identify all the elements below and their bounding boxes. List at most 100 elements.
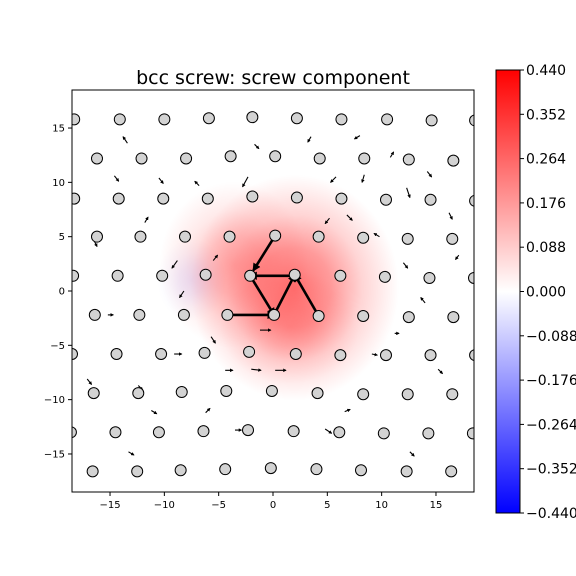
atom-point bbox=[424, 349, 437, 362]
atom-point bbox=[152, 426, 165, 439]
atom-point bbox=[335, 113, 348, 126]
displacement-arrow bbox=[361, 174, 365, 184]
colorbar-tick-label: −0.264 bbox=[526, 417, 576, 433]
colorbar-tick-label: 0.264 bbox=[526, 152, 566, 168]
displacement-arrow bbox=[307, 136, 312, 143]
atom-point bbox=[219, 463, 232, 476]
atom-point bbox=[268, 308, 281, 321]
y-axis: −15 −10 −5 0 5 10 15 bbox=[44, 124, 72, 460]
atom-point bbox=[269, 150, 282, 163]
atom-point bbox=[447, 154, 460, 167]
displacement-arrow bbox=[373, 232, 380, 238]
displacement-arrow bbox=[212, 254, 219, 261]
displacement-arrow bbox=[86, 378, 92, 385]
atom-point bbox=[424, 193, 437, 206]
atom-point bbox=[134, 230, 147, 243]
displacement-arrow bbox=[254, 143, 260, 150]
displacement-arrow bbox=[344, 408, 351, 413]
displacement-arrow bbox=[205, 407, 211, 414]
atom-point bbox=[445, 465, 458, 478]
displacement-arrow bbox=[324, 217, 330, 225]
atom-point bbox=[469, 194, 474, 207]
atom-point bbox=[135, 152, 148, 165]
atom-point bbox=[357, 309, 370, 322]
displacement-arrow bbox=[448, 212, 453, 220]
displacement-arrow bbox=[353, 135, 361, 140]
atom-point bbox=[468, 271, 474, 284]
atom-point bbox=[242, 424, 255, 437]
y-tick-label: −10 bbox=[44, 395, 65, 406]
y-tick-label: −15 bbox=[44, 449, 65, 460]
x-tick-label: 0 bbox=[270, 500, 276, 511]
displacement-arrow bbox=[171, 260, 178, 269]
atom-point bbox=[131, 465, 144, 478]
atom-point bbox=[265, 384, 278, 397]
atom-point bbox=[447, 311, 460, 324]
displacement-arrow bbox=[144, 216, 149, 223]
atom-point bbox=[72, 113, 81, 126]
atom-point bbox=[357, 388, 370, 401]
atom-point bbox=[132, 387, 145, 400]
x-tick-label: 5 bbox=[324, 500, 330, 511]
atom-point bbox=[246, 111, 259, 124]
displacement-arrow bbox=[293, 273, 320, 317]
colorbar: 0.440 0.352 0.264 0.176 0.088 0.000 −0.088 −0.1… bbox=[495, 63, 576, 522]
displacement-arrow bbox=[128, 451, 135, 456]
displacement-arrow bbox=[158, 177, 164, 184]
displacement-arrow bbox=[179, 290, 185, 299]
atom-point bbox=[289, 348, 302, 361]
atom-point bbox=[90, 230, 103, 243]
atom-point bbox=[335, 192, 348, 205]
atom-point bbox=[290, 191, 303, 204]
displacement-arrow bbox=[151, 410, 158, 415]
x-tick-label: 10 bbox=[375, 500, 388, 511]
colorbar-tick-label: −0.088 bbox=[526, 329, 576, 345]
atom-point bbox=[178, 230, 191, 243]
atom-point bbox=[377, 427, 390, 440]
atom-point bbox=[334, 349, 347, 362]
colorbar-tick-label: 0.000 bbox=[526, 285, 566, 301]
displacement-arrow bbox=[346, 214, 353, 221]
displacement-arrow bbox=[437, 368, 443, 375]
field-blob bbox=[219, 269, 359, 385]
displacement-arrow bbox=[409, 451, 415, 457]
atom-point bbox=[423, 271, 436, 284]
atom-point bbox=[244, 269, 257, 282]
displacement-arrow bbox=[389, 151, 395, 158]
displacement-arrow bbox=[455, 254, 460, 261]
atom-point bbox=[422, 427, 435, 440]
atom-point bbox=[111, 269, 124, 282]
y-tick-label: 10 bbox=[52, 178, 65, 189]
displacement-arrow bbox=[371, 352, 378, 357]
colorbar-tick-label: −0.352 bbox=[526, 462, 576, 478]
colorbar-tick-label: 0.352 bbox=[526, 107, 566, 123]
atom-point bbox=[133, 308, 146, 321]
atom-point bbox=[113, 113, 126, 126]
colorbar-tick-label: −0.440 bbox=[526, 506, 576, 522]
chart-title: bcc screw: screw component bbox=[136, 67, 410, 89]
atom-point bbox=[87, 387, 100, 400]
atom-point bbox=[288, 268, 301, 281]
colorbar-gradient bbox=[496, 70, 520, 513]
displacement-arrow bbox=[113, 175, 120, 182]
atom-point bbox=[312, 309, 325, 322]
displacement-arrow bbox=[272, 273, 296, 316]
atom-point bbox=[158, 113, 171, 126]
atom-point bbox=[202, 112, 215, 125]
displacement-arrow bbox=[251, 368, 262, 372]
atom-point bbox=[88, 308, 101, 321]
displacement-arrows bbox=[86, 135, 460, 457]
x-tick-label: −5 bbox=[211, 500, 226, 511]
y-tick-label: 0 bbox=[59, 287, 65, 298]
colorbar-tick-label: 0.440 bbox=[526, 63, 566, 79]
atom-point bbox=[264, 462, 277, 475]
color-field bbox=[156, 174, 400, 401]
atom-point bbox=[401, 232, 414, 245]
y-tick-label: 5 bbox=[59, 232, 65, 243]
atom-point bbox=[223, 230, 236, 243]
atom-point bbox=[311, 387, 324, 400]
displacement-arrow bbox=[426, 171, 433, 178]
atom-point bbox=[446, 232, 459, 245]
displacement-arrow bbox=[324, 428, 333, 434]
atom-point bbox=[175, 386, 188, 399]
